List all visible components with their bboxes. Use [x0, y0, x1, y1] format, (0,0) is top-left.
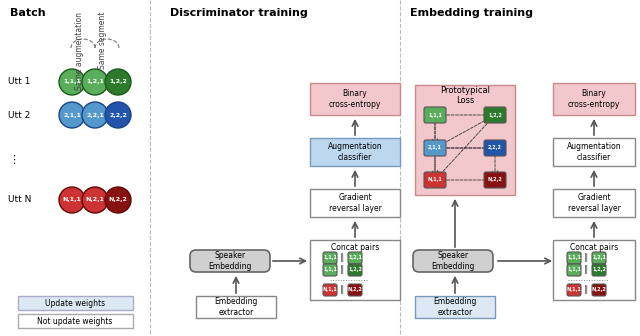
Circle shape [59, 69, 85, 95]
Text: ‖: ‖ [340, 265, 344, 275]
Text: N,1,1: N,1,1 [428, 177, 442, 182]
Text: Utt 2: Utt 2 [8, 111, 30, 120]
Text: N,2,2: N,2,2 [109, 198, 127, 203]
FancyBboxPatch shape [567, 252, 581, 264]
Text: Speaker
Embedding: Speaker Embedding [208, 251, 252, 271]
FancyBboxPatch shape [18, 296, 133, 310]
FancyBboxPatch shape [424, 140, 446, 156]
Circle shape [105, 69, 131, 95]
Text: Binary
cross-entropy: Binary cross-entropy [329, 89, 381, 109]
Text: N,1,1: N,1,1 [566, 288, 581, 293]
Text: 1,1,1: 1,1,1 [63, 80, 81, 84]
Text: 1,1,1: 1,1,1 [323, 267, 337, 272]
FancyBboxPatch shape [553, 138, 635, 166]
Text: Augmentation
classifier: Augmentation classifier [328, 142, 382, 162]
Text: 2,2,2: 2,2,2 [488, 145, 502, 151]
Circle shape [59, 102, 85, 128]
Text: 1,1,1: 1,1,1 [323, 255, 337, 260]
Circle shape [105, 187, 131, 213]
Text: Embedding
extractor: Embedding extractor [433, 297, 477, 317]
FancyBboxPatch shape [553, 83, 635, 115]
Text: Not update weights: Not update weights [37, 317, 113, 326]
Text: Augmentation
classifier: Augmentation classifier [566, 142, 621, 162]
FancyBboxPatch shape [413, 250, 493, 272]
Text: N,2,2: N,2,2 [488, 177, 502, 182]
Text: ‖: ‖ [584, 265, 588, 275]
FancyBboxPatch shape [310, 83, 400, 115]
Text: 2,1,1: 2,1,1 [63, 113, 81, 118]
Text: 1,1,1: 1,1,1 [567, 267, 581, 272]
Text: 1,2,1: 1,2,1 [348, 255, 362, 260]
Text: N,1,1: N,1,1 [63, 198, 81, 203]
Text: 1,2,2: 1,2,2 [592, 267, 606, 272]
Text: Prototypical
Loss: Prototypical Loss [440, 86, 490, 106]
Text: Update weights: Update weights [45, 298, 105, 307]
FancyBboxPatch shape [310, 189, 400, 217]
Text: Utt 1: Utt 1 [8, 78, 30, 86]
Text: N,1,1: N,1,1 [323, 288, 337, 293]
Text: Utt N: Utt N [8, 196, 31, 205]
Circle shape [105, 102, 131, 128]
Text: N,2,2: N,2,2 [591, 288, 606, 293]
FancyBboxPatch shape [310, 138, 400, 166]
FancyBboxPatch shape [310, 240, 400, 300]
Text: 2,2,1: 2,2,1 [86, 113, 104, 118]
Text: 1,2,1: 1,2,1 [592, 255, 606, 260]
FancyBboxPatch shape [196, 296, 276, 318]
FancyBboxPatch shape [348, 252, 362, 264]
Text: N,2,1: N,2,1 [86, 198, 104, 203]
Circle shape [82, 102, 108, 128]
FancyBboxPatch shape [484, 140, 506, 156]
FancyBboxPatch shape [323, 284, 337, 296]
Circle shape [59, 187, 85, 213]
FancyBboxPatch shape [567, 264, 581, 276]
Text: Embedding
extractor: Embedding extractor [214, 297, 258, 317]
Text: 1,1,1: 1,1,1 [567, 255, 581, 260]
Text: 1,2,2: 1,2,2 [488, 113, 502, 118]
FancyBboxPatch shape [567, 284, 581, 296]
FancyBboxPatch shape [484, 107, 506, 123]
Text: ‖: ‖ [584, 286, 588, 294]
Text: ⋮: ⋮ [8, 155, 19, 165]
Text: 1,1,1: 1,1,1 [428, 113, 442, 118]
FancyBboxPatch shape [484, 172, 506, 188]
Text: ‖: ‖ [340, 286, 344, 294]
FancyBboxPatch shape [592, 284, 606, 296]
Text: ‖: ‖ [584, 253, 588, 262]
Text: Batch: Batch [10, 8, 45, 18]
FancyBboxPatch shape [424, 107, 446, 123]
FancyBboxPatch shape [415, 296, 495, 318]
FancyBboxPatch shape [592, 252, 606, 264]
FancyBboxPatch shape [348, 284, 362, 296]
FancyBboxPatch shape [553, 189, 635, 217]
Text: Same augmentation: Same augmentation [75, 12, 84, 90]
FancyBboxPatch shape [553, 240, 635, 300]
Text: 2,1,1: 2,1,1 [428, 145, 442, 151]
Text: N,2,2: N,2,2 [348, 288, 362, 293]
Text: Discriminator training: Discriminator training [170, 8, 308, 18]
Text: 1,2,2: 1,2,2 [348, 267, 362, 272]
Text: ‖: ‖ [340, 253, 344, 262]
Text: 2,2,2: 2,2,2 [109, 113, 127, 118]
Circle shape [82, 69, 108, 95]
Text: 1,2,1: 1,2,1 [86, 80, 104, 84]
Text: Gradient
reversal layer: Gradient reversal layer [328, 193, 381, 213]
FancyBboxPatch shape [190, 250, 270, 272]
FancyBboxPatch shape [18, 314, 133, 328]
FancyBboxPatch shape [592, 264, 606, 276]
Text: Concat pairs: Concat pairs [570, 243, 618, 252]
Text: 1,2,2: 1,2,2 [109, 80, 127, 84]
Text: Embedding training: Embedding training [410, 8, 533, 18]
Text: Concat pairs: Concat pairs [331, 243, 379, 252]
FancyBboxPatch shape [348, 264, 362, 276]
Text: Speaker
Embedding: Speaker Embedding [431, 251, 475, 271]
FancyBboxPatch shape [415, 85, 515, 195]
Text: Gradient
reversal layer: Gradient reversal layer [568, 193, 620, 213]
Circle shape [82, 187, 108, 213]
FancyBboxPatch shape [424, 172, 446, 188]
FancyBboxPatch shape [323, 252, 337, 264]
FancyBboxPatch shape [323, 264, 337, 276]
Text: Binary
cross-entropy: Binary cross-entropy [568, 89, 620, 109]
Text: Same segment: Same segment [98, 12, 107, 69]
